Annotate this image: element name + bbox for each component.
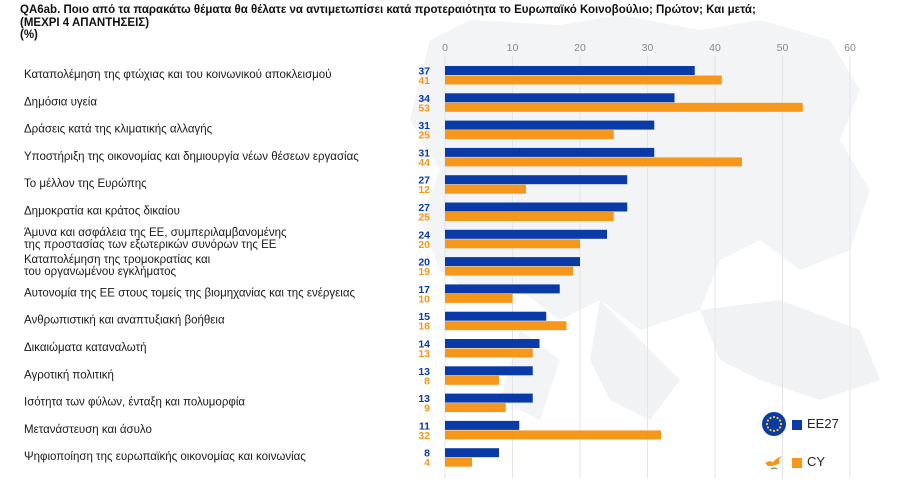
value-label-cy-12: 9 [424, 403, 430, 415]
x-tick-label-60: 60 [844, 42, 856, 54]
value-label-cy-9: 18 [418, 321, 430, 333]
bar-cy-3 [445, 157, 742, 167]
bar-ee27-11 [445, 366, 533, 376]
value-label-ee27-11: 13 [418, 366, 430, 378]
bar-ee27-5 [445, 202, 628, 212]
x-tick-label-30: 30 [642, 42, 654, 54]
bar-cy-8 [445, 293, 513, 303]
title-line-max-answers: (ΜΕΧΡΙ 4 ΑΠΑΝΤΗΣΕΙΣ) [20, 16, 150, 29]
value-label-ee27-12: 13 [418, 393, 430, 405]
category-label-1: Δημόσια υγεία [24, 96, 97, 108]
category-label-7-line-0: Καταπολέμηση της τρομοκρατίας και [24, 254, 211, 266]
bar-cy-9 [445, 321, 567, 331]
value-label-cy-2: 25 [418, 130, 430, 142]
bar-cy-0 [445, 75, 722, 85]
legend-item-ee27: EE27 [762, 412, 872, 438]
legend-item-cy: CY [762, 450, 872, 476]
value-label-cy-7: 19 [418, 266, 430, 278]
value-label-cy-13: 32 [418, 430, 430, 442]
value-label-ee27-5: 27 [418, 202, 430, 214]
bar-ee27-2 [445, 120, 655, 130]
value-label-cy-0: 41 [418, 75, 430, 87]
category-label-6-line-0: Άμυνα και ασφάλεια της ΕΕ, συμπεριλαμβαν… [24, 227, 287, 239]
bar-cy-1 [445, 102, 803, 112]
bar-cy-6 [445, 239, 580, 249]
title-line-percent: (%) [20, 29, 38, 41]
value-label-cy-5: 25 [418, 212, 430, 224]
value-label-ee27-9: 15 [418, 311, 430, 323]
category-label-2: Δράσεις κατά της κλιματικής αλλαγής [24, 124, 213, 136]
bar-ee27-6 [445, 229, 607, 239]
category-label-3: Υποστήριξη της οικονομίας και δημιουργία… [24, 151, 359, 163]
value-label-cy-4: 12 [418, 184, 430, 196]
bar-ee27-0 [445, 66, 695, 75]
bar-cy-13 [445, 430, 661, 440]
bar-ee27-4 [445, 175, 628, 185]
value-label-ee27-3: 31 [418, 147, 430, 159]
category-label-0: Καταπολέμηση της φτώχιας και του κοινωνι… [24, 69, 332, 81]
bar-ee27-7 [445, 257, 580, 267]
value-label-cy-10: 13 [418, 348, 430, 360]
value-label-ee27-0: 37 [418, 66, 430, 78]
value-label-cy-14: 4 [424, 457, 430, 469]
bar-ee27-14 [445, 448, 499, 458]
category-label-9: Ανθρωπιστική και αναπτυξιακή βοήθεια [24, 315, 225, 327]
chart-title: QA6ab. Ποιο από τα παρακάτω θέματα θα θέ… [20, 4, 880, 42]
value-label-ee27-8: 17 [418, 284, 430, 296]
category-label-5: Δημοκρατία και κράτος δικαίου [24, 206, 180, 218]
x-tick-label-50: 50 [777, 42, 789, 54]
category-label-14: Ψηφιοποίηση της ευρωπαϊκής οικονομίας κα… [24, 451, 306, 463]
category-label-12: Ισότητα των φύλων, ένταξη και πολυμορφία [24, 397, 245, 409]
legend-swatch-ee27 [792, 420, 802, 430]
x-tick-label-10: 10 [507, 42, 519, 54]
category-label-13: Μετανάστευση και άσυλο [24, 424, 152, 436]
bar-cy-2 [445, 130, 614, 140]
value-label-ee27-7: 20 [418, 257, 430, 269]
bar-ee27-10 [445, 339, 540, 348]
bar-cy-11 [445, 375, 499, 385]
value-label-ee27-13: 11 [419, 420, 430, 432]
value-label-ee27-14: 8 [424, 448, 430, 460]
x-tick-label-20: 20 [574, 42, 586, 54]
legend-label-ee27: EE27 [807, 416, 839, 431]
value-label-ee27-6: 24 [418, 229, 430, 241]
bar-ee27-12 [445, 393, 533, 403]
bar-ee27-1 [445, 93, 675, 103]
value-label-cy-11: 8 [424, 375, 430, 387]
bar-cy-12 [445, 403, 506, 413]
category-label-4: Το μέλλον της Ευρώπης [24, 178, 147, 190]
title-line-question: QA6ab. Ποιο από τα παρακάτω θέματα θα θέ… [20, 4, 756, 16]
category-label-7-line-1: του οργανωμένου εγκλήματος [24, 266, 177, 278]
bar-ee27-9 [445, 311, 547, 321]
value-label-ee27-1: 34 [418, 93, 430, 105]
bar-ee27-8 [445, 284, 560, 294]
category-label-8: Αυτονομία της ΕΕ στους τομείς της βιομηχ… [24, 287, 355, 299]
bar-cy-4 [445, 184, 526, 194]
bar-ee27-13 [445, 420, 520, 430]
category-label-10: Δικαιώματα καταναλωτή [24, 342, 147, 354]
value-label-ee27-2: 31 [418, 120, 430, 132]
value-label-cy-6: 20 [418, 239, 430, 251]
category-label-6-line-1: της προστασίας των εξωτερικών συνόρων τη… [24, 239, 277, 251]
x-tick-label-40: 40 [709, 42, 721, 54]
value-label-cy-3: 44 [418, 157, 430, 169]
value-label-ee27-4: 27 [418, 175, 430, 187]
bar-cy-10 [445, 348, 533, 358]
legend-label-cy: CY [807, 454, 826, 469]
x-tick-label-0: 0 [442, 42, 448, 54]
bar-ee27-3 [445, 147, 655, 157]
legend-swatch-cy [792, 458, 802, 468]
bar-cy-5 [445, 212, 614, 221]
bar-cy-14 [445, 457, 472, 467]
cyprus-map-icon [765, 456, 782, 470]
eu-flag-icon [762, 412, 786, 436]
bar-cy-7 [445, 266, 574, 276]
category-label-11: Αγροτική πολιτική [24, 369, 114, 381]
value-label-cy-8: 10 [418, 293, 430, 305]
value-label-ee27-10: 14 [418, 339, 430, 351]
value-label-cy-1: 53 [418, 102, 430, 114]
